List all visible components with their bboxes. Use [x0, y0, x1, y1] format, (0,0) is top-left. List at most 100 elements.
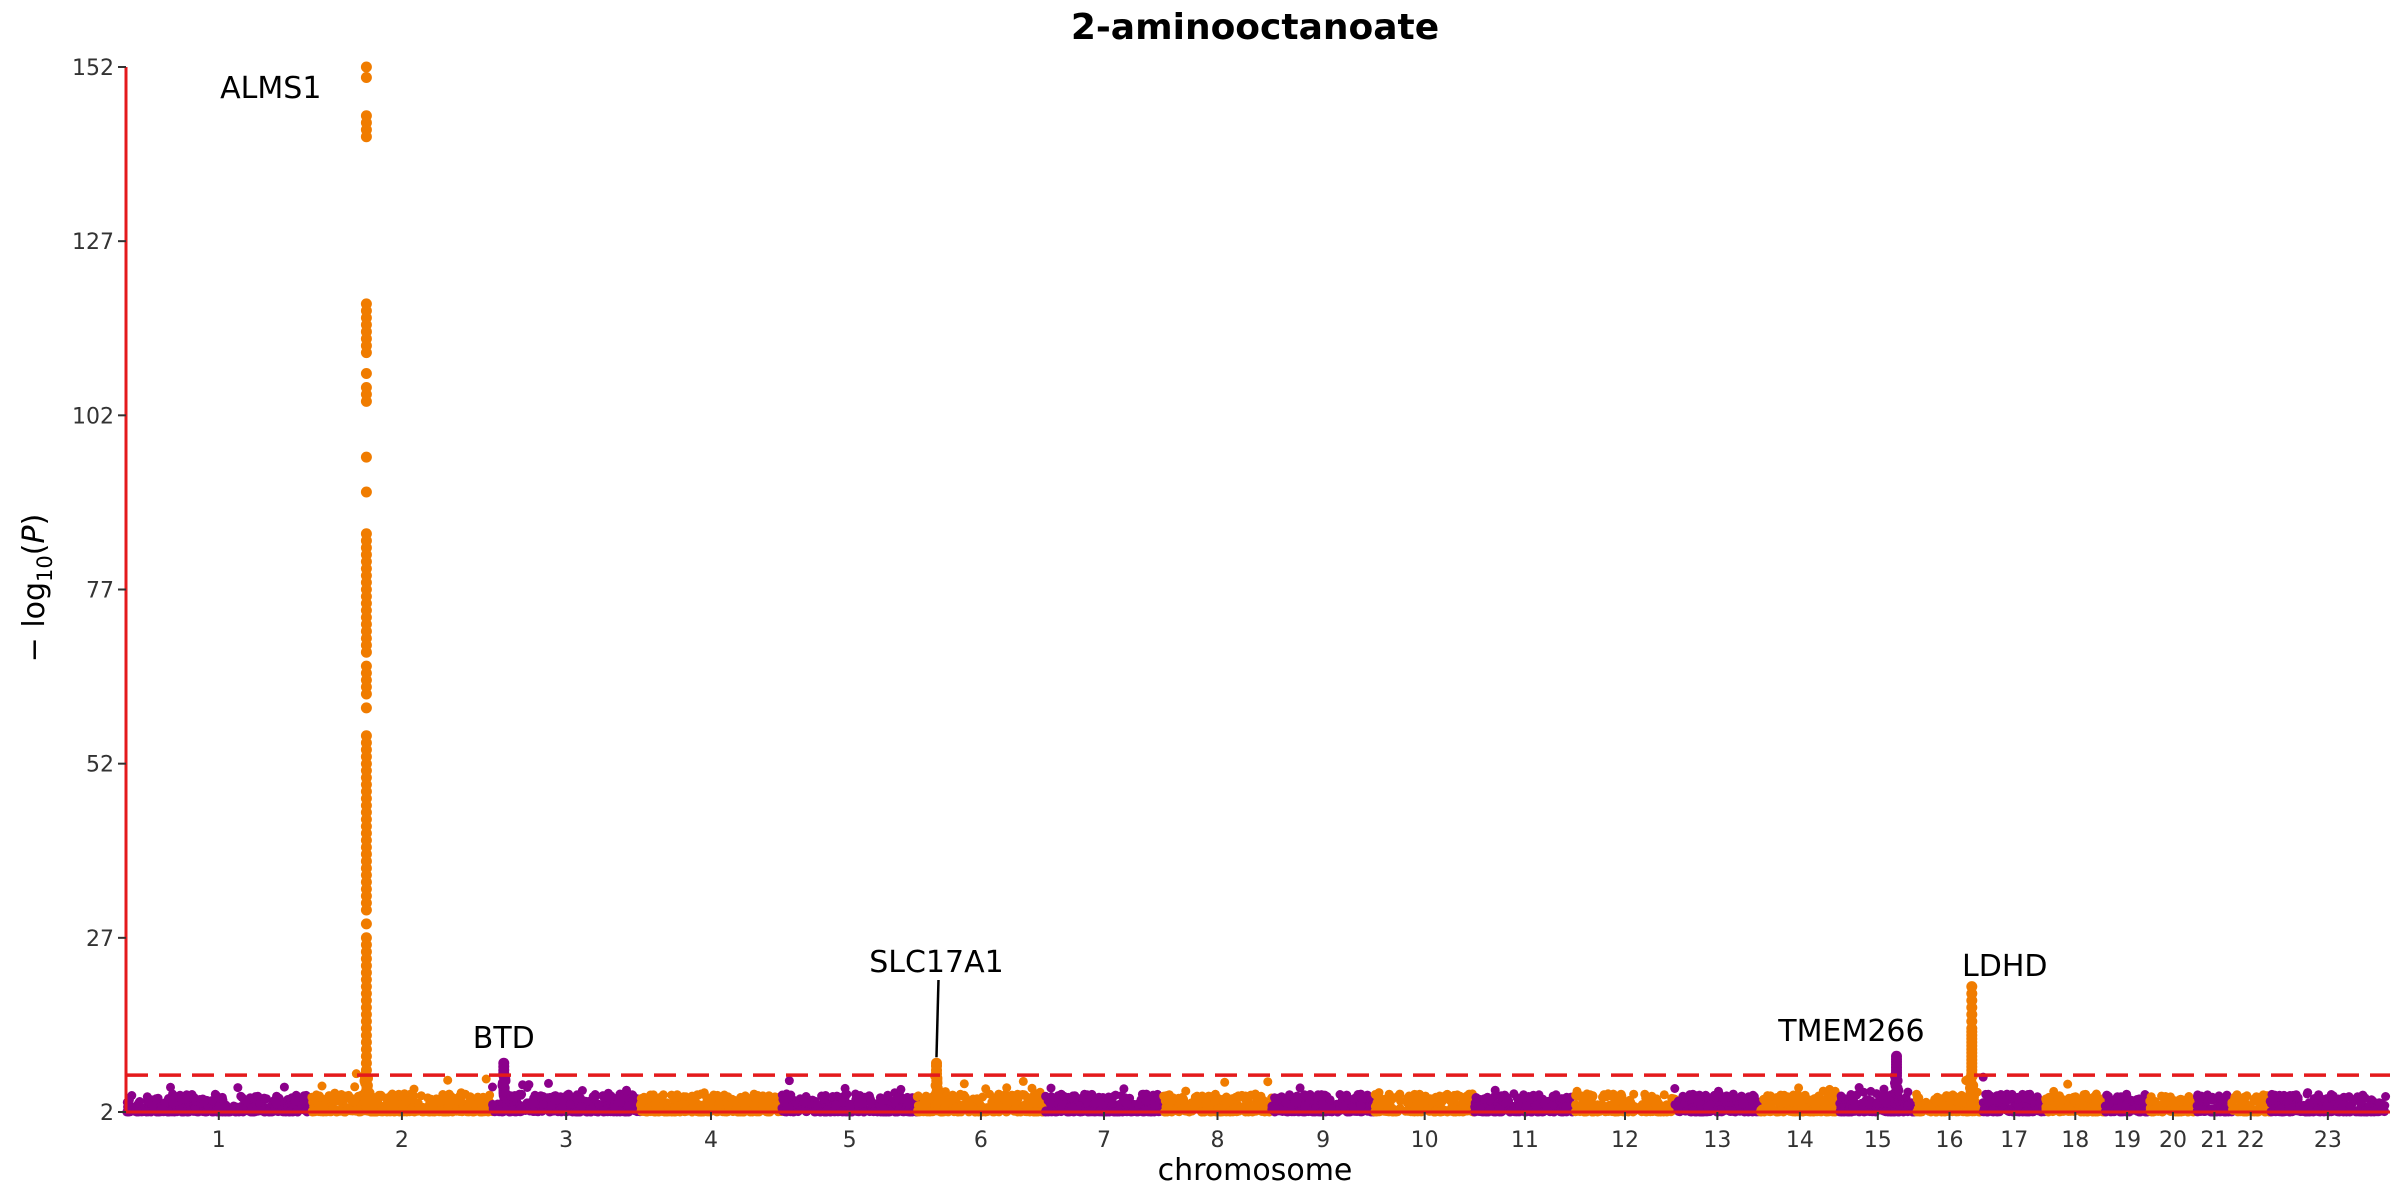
data-point — [1250, 1089, 1260, 1099]
chart-title: 2-aminooctanoate — [1071, 7, 1439, 48]
data-point — [1305, 1094, 1314, 1104]
data-point — [1357, 1094, 1367, 1104]
data-point — [1872, 1089, 1881, 1099]
data-point — [1247, 1101, 1257, 1111]
data-point — [2207, 1095, 2217, 1105]
data-point — [518, 1080, 528, 1090]
data-point — [2069, 1094, 2078, 1104]
data-point — [1823, 1092, 1833, 1101]
data-point — [2381, 1092, 2391, 1101]
data-point — [1068, 1102, 1077, 1112]
data-point — [1906, 1099, 1916, 1109]
peak-point — [360, 61, 372, 73]
data-point — [428, 1100, 438, 1110]
data-point — [525, 1098, 535, 1108]
data-point — [1295, 1083, 1305, 1093]
data-point — [784, 1076, 794, 1086]
peak-points — [359, 61, 1979, 1116]
data-point — [444, 1089, 454, 1099]
data-point — [607, 1092, 616, 1102]
data-point — [779, 1096, 789, 1106]
data-point — [2178, 1105, 2188, 1115]
peak-point — [360, 702, 372, 714]
data-point — [1629, 1089, 1639, 1099]
data-point — [376, 1090, 386, 1100]
data-point — [951, 1092, 961, 1102]
data-point — [1464, 1089, 1474, 1099]
peak-point — [360, 688, 372, 700]
peak-point — [360, 131, 372, 143]
data-point — [1233, 1091, 1243, 1101]
data-point — [1572, 1086, 1582, 1096]
data-point — [1449, 1090, 1459, 1100]
data-point — [1561, 1102, 1571, 1112]
data-point — [220, 1100, 230, 1110]
data-point — [392, 1100, 402, 1110]
data-point — [2013, 1101, 2023, 1111]
data-point — [2145, 1096, 2155, 1106]
data-point — [749, 1101, 759, 1111]
data-point — [2334, 1094, 2344, 1104]
data-point — [1774, 1097, 1784, 1107]
data-point — [1166, 1105, 1176, 1115]
data-point — [758, 1098, 768, 1108]
data-point — [1220, 1077, 1230, 1087]
data-point — [2356, 1098, 2365, 1108]
data-point — [1794, 1095, 1803, 1105]
peak-point — [360, 646, 372, 658]
data-point — [896, 1084, 906, 1094]
data-point — [727, 1094, 737, 1104]
data-point — [2277, 1091, 2287, 1101]
data-point — [1738, 1099, 1748, 1109]
data-point — [1338, 1101, 1348, 1111]
peak-point — [360, 486, 372, 498]
data-point — [878, 1095, 887, 1105]
data-point — [2013, 1094, 2023, 1104]
data-point — [1954, 1098, 1964, 1108]
data-point — [1798, 1102, 1808, 1112]
data-point — [2303, 1088, 2313, 1098]
data-point — [1370, 1090, 1380, 1099]
data-point — [828, 1092, 838, 1101]
data-point — [1521, 1101, 1531, 1111]
data-point — [1710, 1090, 1719, 1100]
peak-point — [360, 451, 372, 463]
data-point — [987, 1102, 997, 1112]
data-point — [1881, 1098, 1891, 1108]
data-point — [1724, 1092, 1733, 1102]
data-point — [350, 1094, 360, 1104]
data-point — [1934, 1094, 1944, 1104]
data-point — [538, 1099, 548, 1109]
data-point — [576, 1093, 586, 1103]
data-point — [336, 1090, 346, 1099]
data-point — [1425, 1094, 1435, 1104]
data-point — [1325, 1095, 1335, 1105]
data-point — [1013, 1089, 1023, 1099]
data-point — [812, 1100, 822, 1109]
data-point — [236, 1091, 246, 1101]
peak-point — [360, 72, 372, 83]
data-point — [1878, 1090, 1888, 1100]
data-point — [1208, 1091, 1218, 1101]
data-point — [1531, 1101, 1541, 1111]
data-point — [1119, 1084, 1129, 1094]
data-point — [1924, 1102, 1933, 1112]
data-point — [844, 1099, 854, 1109]
data-point — [1579, 1093, 1588, 1103]
data-point — [842, 1089, 852, 1099]
data-point — [207, 1096, 217, 1106]
data-point — [782, 1103, 792, 1113]
data-point — [959, 1079, 969, 1089]
data-point — [317, 1081, 327, 1091]
data-point — [904, 1098, 914, 1108]
data-point — [2268, 1095, 2278, 1105]
data-point — [2160, 1098, 2170, 1108]
data-point — [1356, 1101, 1366, 1111]
data-point — [565, 1099, 575, 1109]
data-point — [2005, 1091, 2015, 1101]
data-point — [2076, 1096, 2086, 1106]
data-point — [1263, 1077, 1273, 1087]
data-point — [1850, 1097, 1859, 1107]
data-point — [438, 1090, 448, 1099]
data-point — [1045, 1099, 1055, 1109]
